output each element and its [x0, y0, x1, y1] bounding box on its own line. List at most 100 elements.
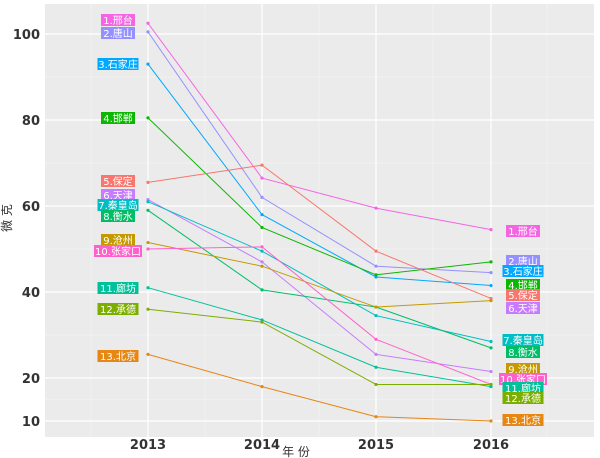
series-label-text: 6.天津	[508, 303, 538, 315]
series-label-background	[502, 392, 544, 404]
data-point	[146, 307, 150, 311]
series-label-text: 13.北京	[100, 350, 136, 363]
series-label-background	[502, 334, 544, 346]
series-label-right: 2.唐山	[506, 255, 540, 268]
series-label-right: 12.承德	[502, 392, 544, 405]
data-point	[260, 163, 264, 167]
data-point	[146, 21, 150, 25]
data-point	[374, 365, 378, 369]
series-label-text: 1.邢台	[508, 225, 538, 238]
series-label-text: 2.唐山	[103, 27, 133, 40]
x-tick-label: 2016	[473, 438, 509, 453]
series-label-background	[506, 255, 540, 267]
series-label-text: 9.沧州	[508, 363, 538, 376]
series-label-left: 7.秦皇岛	[97, 199, 139, 212]
series-label-left: 3.石家庄	[97, 58, 139, 71]
series-label-background	[97, 303, 139, 315]
data-point	[489, 382, 493, 387]
series-label-background	[97, 350, 139, 362]
data-point	[260, 176, 264, 180]
data-point	[146, 352, 150, 356]
series-label-text: 4.邯郸	[508, 279, 538, 292]
series-label-background	[101, 27, 135, 39]
series-label-right: 11.廊坊	[502, 382, 544, 395]
series-label-background	[101, 175, 135, 187]
series-label-text: 9.沧州	[103, 234, 133, 247]
series-label-right: 1.邢台	[506, 225, 540, 238]
series-label-left: 4.邯郸	[101, 112, 135, 125]
series-label-background	[506, 363, 540, 375]
series-label-background	[101, 112, 135, 124]
series-label-text: 8.衡水	[103, 211, 133, 223]
series-label-background	[101, 234, 135, 246]
series-label-text: 12.承德	[505, 392, 541, 405]
series-label-text: 3.石家庄	[98, 58, 138, 71]
series-label-text: 5.保定	[508, 289, 538, 302]
data-point	[260, 385, 264, 389]
data-point	[146, 247, 150, 251]
data-point	[146, 286, 150, 290]
series-label-background	[502, 382, 544, 394]
series-label-right: 9.沧州	[506, 363, 540, 376]
data-point	[260, 249, 264, 253]
series-label-background	[97, 282, 139, 294]
series-label-background	[101, 210, 135, 222]
data-point	[146, 116, 150, 120]
plot-panel	[45, 4, 594, 437]
data-point	[374, 264, 378, 268]
series-label-background	[506, 225, 540, 237]
series-label-text: 8.衡水	[508, 347, 538, 359]
series-label-left: 12.承德	[97, 303, 139, 316]
series-label-left: 9.沧州	[101, 234, 135, 247]
series-label-background	[506, 302, 540, 314]
series-label-background	[97, 199, 139, 211]
x-tick-label: 2014	[244, 438, 280, 453]
series-label-background	[506, 289, 540, 301]
series-line	[147, 308, 491, 385]
series-label-background	[101, 189, 135, 201]
series-label-text: 11.廊坊	[100, 282, 136, 295]
data-point	[146, 62, 150, 66]
series-label-left: 5.保定	[101, 175, 135, 188]
series-line	[147, 287, 492, 388]
y-tick-label: 10	[22, 415, 40, 430]
series-label-left: 8.衡水	[101, 210, 135, 223]
series-label-left: 11.廊坊	[97, 282, 139, 295]
series-label-background	[506, 346, 540, 358]
series-layer	[146, 21, 493, 423]
series-label-left: 13.北京	[97, 350, 139, 363]
data-point	[489, 299, 493, 303]
series-label-right: 5.保定	[506, 289, 540, 302]
data-point	[146, 200, 150, 204]
data-point	[489, 260, 493, 264]
series-label-right: 8.衡水	[506, 346, 540, 359]
series-label-left: 2.唐山	[101, 27, 135, 40]
series-label-left: 10.张家口	[94, 245, 142, 258]
data-point	[146, 180, 150, 184]
data-point	[260, 245, 264, 249]
data-point	[489, 339, 493, 344]
y-axis-title: 微 克	[0, 204, 14, 232]
series-line	[147, 246, 492, 385]
label-layer: 1.邢台1.邢台2.唐山2.唐山3.石家庄3.石家庄4.邯郸4.邯郸5.保定5.…	[94, 14, 547, 427]
series-label-text: 1.邢台	[103, 14, 133, 27]
series-label-right: 3.石家庄	[502, 265, 544, 278]
data-point	[489, 346, 493, 350]
data-point	[374, 415, 378, 419]
series-label-text: 5.保定	[103, 175, 133, 188]
series-label-right: 6.天津	[506, 302, 540, 315]
data-point	[489, 283, 493, 288]
data-point	[260, 195, 264, 199]
series-line	[147, 353, 492, 422]
data-point	[146, 208, 150, 212]
series-label-text: 13.北京	[505, 414, 541, 427]
series-label-text: 12.承德	[100, 303, 136, 316]
series-line	[147, 31, 492, 274]
data-point	[374, 314, 378, 318]
data-point	[146, 30, 150, 34]
series-label-text: 4.邯郸	[103, 112, 133, 125]
data-point	[374, 337, 378, 341]
data-point	[260, 264, 264, 268]
series-line	[147, 201, 492, 342]
axes: 10 20 40 60 80 100 2013 2014 2015 2016	[13, 28, 509, 453]
